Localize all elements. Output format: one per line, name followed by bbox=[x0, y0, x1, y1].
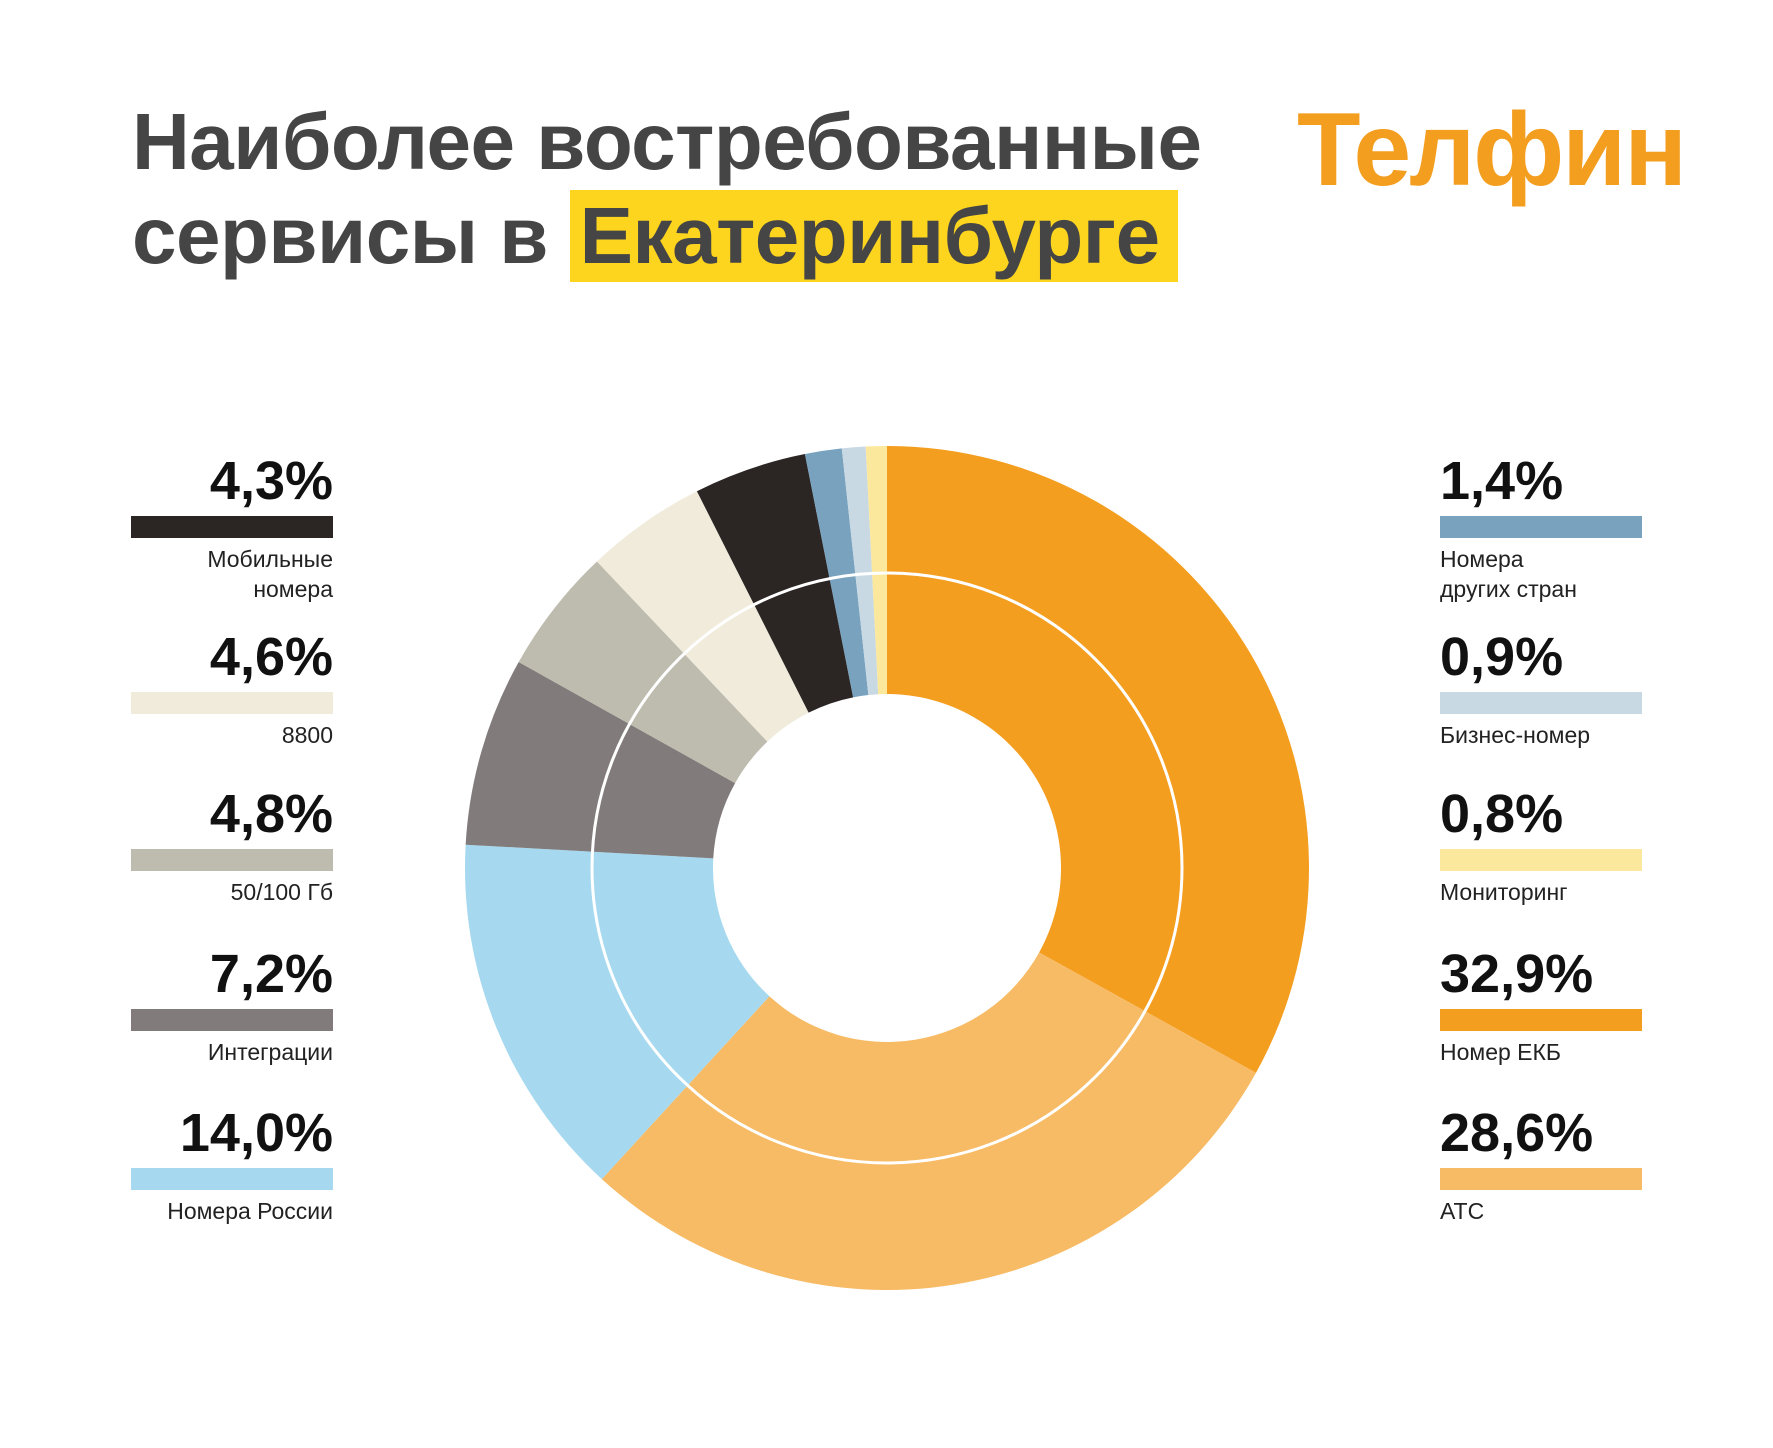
donut-slice bbox=[696, 454, 854, 713]
legend-color-bar bbox=[1440, 849, 1642, 871]
legend-label: Бизнес-номер bbox=[1440, 722, 1591, 748]
legend-item: 4,6% 8800 bbox=[131, 628, 333, 750]
donut-slice bbox=[596, 491, 809, 742]
legend-color-bar bbox=[1440, 1009, 1642, 1031]
legend-color-bar bbox=[1440, 692, 1642, 714]
legend-percent: 4,3% bbox=[209, 451, 333, 511]
legend-percent: 32,9% bbox=[1440, 944, 1594, 1004]
legend-item: 1,4% Номера других стран bbox=[1440, 452, 1642, 604]
legend-percent: 28,6% bbox=[1440, 1103, 1594, 1163]
legend-item: 28,6% АТС bbox=[1440, 1104, 1642, 1226]
legend-label: Номер ЕКБ bbox=[1440, 1039, 1562, 1065]
donut-slice bbox=[804, 448, 869, 698]
legend-percent: 14,0% bbox=[179, 1103, 333, 1163]
legend-percent: 4,8% bbox=[209, 784, 333, 844]
donut-slice bbox=[465, 662, 736, 859]
legend-color-bar bbox=[1440, 516, 1642, 538]
donut-inner-ring bbox=[590, 571, 1184, 1165]
title-prefix: сервисы в bbox=[132, 191, 548, 280]
legend-item: 32,9% Номер ЕКБ bbox=[1440, 945, 1642, 1067]
legend-label: 8800 bbox=[281, 722, 333, 748]
legend-color-bar bbox=[131, 1009, 333, 1031]
legend-item: 0,8% Мониторинг bbox=[1440, 785, 1642, 907]
legend-item: 4,3% Мобильные номера bbox=[131, 452, 333, 604]
chart-slices bbox=[465, 446, 1309, 1290]
donut-slice bbox=[887, 446, 1309, 1073]
legend-color-bar bbox=[131, 849, 333, 871]
legend-color-bar bbox=[131, 1168, 333, 1190]
donut-slice bbox=[518, 561, 768, 784]
title-highlight: Екатеринбурге bbox=[569, 190, 1178, 282]
title-line-1: Наиболее востребованные bbox=[132, 97, 1202, 186]
donut-slice bbox=[465, 844, 770, 1180]
legend-label: Мобильные номера bbox=[207, 546, 333, 602]
legend-percent: 4,6% bbox=[209, 627, 333, 687]
legend-label: Номера других стран bbox=[1440, 546, 1577, 602]
legend-percent: 1,4% bbox=[1440, 451, 1564, 511]
legend-item: 4,8% 50/100 Гб bbox=[131, 785, 333, 907]
title-line-2: сервисы в Екатеринбурге bbox=[132, 189, 1201, 283]
legend-label: 50/100 Гб bbox=[230, 879, 333, 905]
legend-percent: 0,8% bbox=[1440, 784, 1564, 844]
legend-color-bar bbox=[131, 516, 333, 538]
legend-color-bar bbox=[1440, 1168, 1642, 1190]
legend-item: 14,0% Номера России bbox=[131, 1104, 333, 1226]
donut-slice bbox=[601, 952, 1256, 1290]
legend-color-bar bbox=[131, 692, 333, 714]
legend-item: 7,2% Интеграции bbox=[131, 945, 333, 1067]
legend-label: АТС bbox=[1440, 1198, 1485, 1224]
legend-label: Интеграции bbox=[207, 1039, 333, 1065]
legend-item: 0,9% Бизнес-номер bbox=[1440, 628, 1642, 750]
page-title: Наиболее востребованные сервисы в Екатер… bbox=[132, 95, 1202, 283]
legend-percent: 0,9% bbox=[1440, 627, 1564, 687]
legend-label: Мониторинг bbox=[1440, 879, 1568, 905]
donut-slice bbox=[841, 446, 879, 696]
legend-label: Номера России bbox=[167, 1198, 333, 1224]
legend-percent: 7,2% bbox=[209, 944, 333, 1004]
telfin-logo: Телфин bbox=[1297, 92, 1687, 208]
donut-slice bbox=[865, 446, 887, 695]
